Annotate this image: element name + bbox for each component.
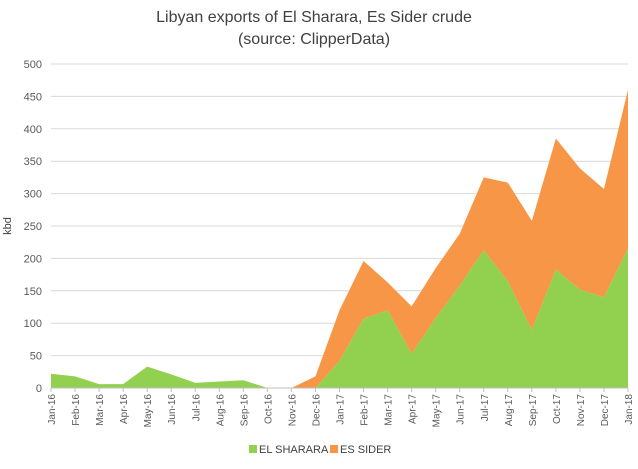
chart-subtitle: (source: ClipperData): [238, 31, 390, 48]
x-tick-label: Jun-16: [167, 394, 178, 425]
x-tick-label: Jun-17: [456, 394, 467, 425]
x-tick-label: Nov-17: [576, 394, 587, 427]
x-tick-label: Oct-16: [263, 394, 274, 424]
y-tick-label: 350: [24, 156, 42, 168]
x-tick-label: Dec-16: [311, 394, 322, 427]
area-series: [51, 89, 628, 389]
x-tick-label: Mar-17: [384, 394, 395, 426]
y-tick-label: 0: [36, 383, 42, 395]
x-tick-label: Sep-16: [239, 394, 250, 427]
gridlines: [51, 63, 628, 357]
x-tick-label: Aug-16: [215, 394, 226, 427]
y-tick-label: 400: [24, 124, 42, 136]
legend: EL SHARARA ES SIDER: [249, 444, 391, 456]
x-tick-label: Apr-17: [408, 394, 419, 424]
y-tick-label: 450: [24, 91, 42, 103]
y-axis-title: kbd: [2, 217, 14, 235]
x-tick-label: Jan-17: [336, 394, 347, 425]
axes: 0 50 100 150 200 250 300 350 400 450 500 Jan-16 Feb-…: [24, 59, 635, 427]
y-tick-label: 150: [24, 286, 42, 298]
x-tick-label: Jan-16: [47, 394, 58, 425]
x-tick-label: Nov-16: [287, 394, 298, 427]
x-tick-label: Dec-17: [600, 394, 611, 427]
legend-label: EL SHARARA: [259, 444, 329, 456]
y-tick-label: 500: [24, 59, 42, 71]
x-tick-label: Feb-16: [71, 394, 82, 426]
x-tick-label: Jan-18: [624, 394, 635, 425]
x-tick-label: Aug-17: [504, 394, 515, 427]
x-tick-label: Sep-17: [528, 394, 539, 427]
legend-label: ES SIDER: [340, 444, 391, 456]
x-tick-label: Jul-17: [480, 394, 491, 422]
legend-swatch: [330, 445, 338, 453]
x-tick-label: May-16: [143, 394, 154, 428]
y-tick-label: 50: [30, 351, 42, 363]
x-tick-label: Mar-16: [95, 394, 106, 426]
chart-title: Libyan exports of El Sharara, Es Sider c…: [156, 9, 472, 26]
x-tick-label: Apr-16: [119, 394, 130, 424]
area-series-el-sharara: [51, 248, 628, 388]
y-tick-label: 300: [24, 189, 42, 201]
x-tick-label: Jul-16: [191, 394, 202, 422]
y-tick-label: 250: [24, 221, 42, 233]
y-tick-label: 100: [24, 318, 42, 330]
x-tick-label: May-17: [432, 394, 443, 428]
legend-swatch: [249, 445, 257, 453]
x-tick-label: Feb-17: [360, 394, 371, 426]
y-tick-label: 200: [24, 253, 42, 265]
x-tick-label: Oct-17: [552, 394, 563, 424]
area-series-es-sider: [51, 89, 628, 389]
